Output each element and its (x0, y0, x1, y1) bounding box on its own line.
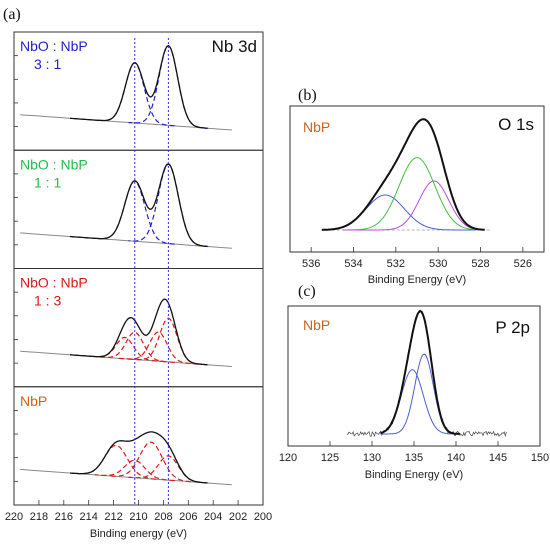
subplot-frame (13, 386, 264, 506)
ratio-label-top: NbO : NbP (20, 156, 88, 172)
envelope-curve (70, 298, 207, 366)
envelope-curve (70, 45, 208, 129)
ratio-label-bottom: 1 : 3 (34, 293, 61, 309)
component-peak-4 (128, 317, 209, 366)
nb3d-subplot-2: NbO : NbP 1 : 1 (13, 149, 264, 269)
x-tick-label: 214 (80, 511, 98, 523)
panel-a-title: Nb 3d (212, 37, 257, 56)
x-tick-label: 212 (104, 511, 122, 523)
panel-c-xlabel: Binding Energy (eV) (365, 469, 463, 481)
x-tick-label: 150 (531, 452, 549, 464)
background-line (20, 232, 232, 249)
x-tick-label: 528 (471, 258, 489, 270)
panel-c-sample-label: NbP (303, 317, 330, 333)
panel-b-sample-label: NbP (303, 119, 330, 135)
ratio-label-top: NbO : NbP (20, 275, 88, 291)
x-tick-label: 125 (321, 452, 339, 464)
component-peak-3 (342, 180, 477, 231)
component-peak-2 (342, 157, 477, 231)
background-line (20, 114, 232, 131)
envelope-curve (69, 163, 208, 248)
nb3d-subplot-4: NbP (13, 386, 264, 506)
envelope-curve (321, 118, 485, 231)
panel-c-p2p: (c) NbP P 2p 120 125 130 135 140 145 150 Binding E… (279, 283, 549, 481)
x-tick-label: 220 (5, 511, 23, 523)
x-tick-label: 532 (387, 258, 405, 270)
nb3d-subplot-3: NbO : NbP 1 : 3 (13, 268, 264, 388)
component-peak-3 (94, 331, 175, 363)
component-peak-1 (380, 369, 461, 435)
panel-b-xlabel: Binding Energy (eV) (368, 274, 466, 286)
x-tick-label: 536 (302, 258, 320, 270)
x-tick-label: 534 (344, 258, 362, 270)
x-tick-label: 145 (489, 452, 507, 464)
component-peak-1 (84, 336, 165, 363)
panel-b-letter: (b) (298, 87, 317, 104)
ratio-label-bottom: 1 : 1 (34, 174, 61, 190)
ratio-label-top: NbP (20, 393, 47, 409)
x-tick-label: 530 (429, 258, 447, 270)
x-tick-label: 216 (55, 511, 73, 523)
x-tick-label: 526 (514, 258, 532, 270)
envelope-curve (380, 310, 461, 435)
panel-c-title: P 2p (495, 318, 530, 337)
x-tick-label: 202 (229, 511, 247, 523)
ratio-label-bottom: 3 : 1 (34, 56, 61, 72)
x-tick-label: 210 (129, 511, 147, 523)
x-tick-label: 120 (279, 452, 297, 464)
panel-c-letter: (c) (298, 283, 316, 300)
ratio-label-top: NbO : NbP (20, 38, 88, 54)
panel-a-xlabel: Binding energy (eV) (90, 528, 187, 540)
x-tick-label: 200 (254, 511, 272, 523)
x-tick-label: 204 (204, 511, 222, 523)
panel-b-frame (289, 105, 545, 253)
panel-b-title: O 1s (498, 115, 534, 134)
panel-b-o1s: (b) NbP O 1s 536 534 532 530 528 526 Binding Ener… (289, 87, 545, 286)
panel-a-letter: (a) (3, 6, 21, 23)
envelope-curve (69, 431, 207, 484)
x-tick-label: 140 (447, 452, 465, 464)
x-tick-label: 208 (154, 511, 172, 523)
x-tick-label: 130 (363, 452, 381, 464)
x-tick-label: 135 (405, 452, 423, 464)
x-tick-label: 206 (179, 511, 197, 523)
x-tick-label: 218 (30, 511, 48, 523)
component-peak-2 (111, 441, 191, 483)
